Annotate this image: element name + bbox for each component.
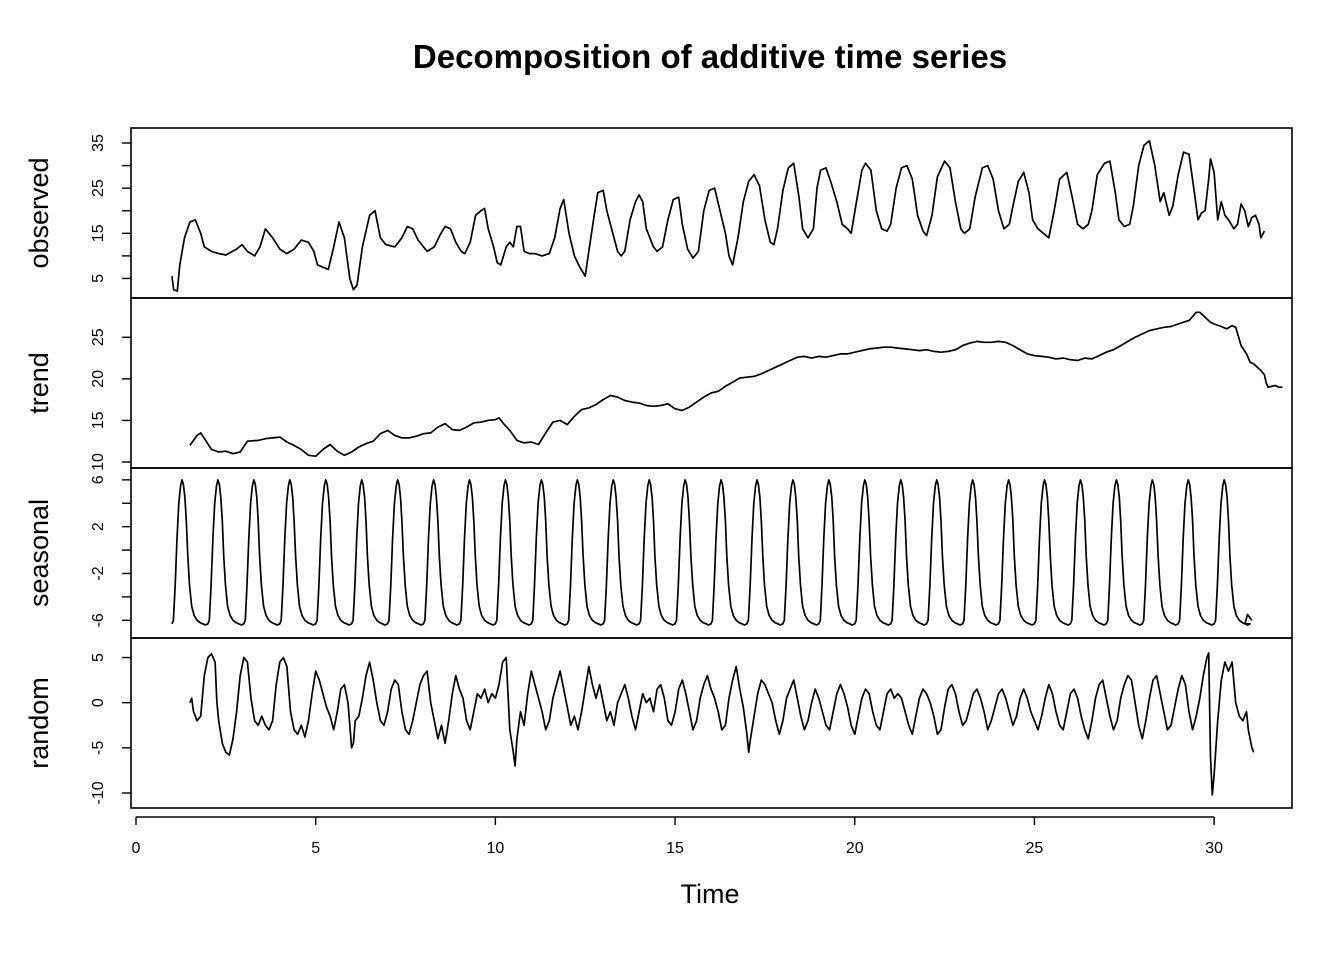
panel-random: -10 -5 0 5 random: [24, 637, 1293, 809]
ytick-label-seasonal-2: -2: [90, 566, 107, 580]
ylabel-seasonal: seasonal: [24, 499, 54, 607]
ytick-label-trend-3: 25: [90, 328, 107, 346]
panel-seasonal: -6 -2 2 6 seasonal: [24, 467, 1293, 639]
xtick-label-1: 5: [311, 840, 320, 857]
xtick-label-4: 20: [846, 840, 864, 857]
x-axis: 0 5 10 15 20 25 30: [132, 816, 1223, 857]
ytick-label-trend-2: 20: [90, 370, 107, 388]
series-line-random: [189, 652, 1255, 796]
ytick-label-observed-6: 35: [90, 134, 107, 152]
ylabel-random: random: [24, 677, 54, 769]
ytick-label-seasonal-4: 2: [90, 522, 107, 531]
xtick-label-2: 10: [486, 840, 504, 857]
ylabel-observed: observed: [24, 157, 54, 268]
series-line-seasonal: [171, 479, 1253, 626]
panel-frame-trend: [130, 297, 1293, 469]
ytick-label-seasonal-0: -6: [90, 613, 107, 627]
ytick-label-trend-1: 15: [90, 411, 107, 429]
series-line-observed: [171, 139, 1266, 292]
xtick-label-0: 0: [132, 840, 141, 857]
ylabel-trend: trend: [24, 352, 54, 414]
panel-trend: 10 15 20 25 trend: [24, 297, 1293, 471]
panel-frame-random: [130, 637, 1293, 809]
xtick-label-3: 15: [666, 840, 684, 857]
ytick-label-random-1: -5: [90, 741, 107, 755]
ytick-label-random-3: 5: [90, 653, 107, 662]
panels: 5 15 25 35 observed 10 15 20 25 trend -6 -2 2 6 season…: [24, 127, 1293, 809]
ytick-label-observed-0: 5: [90, 274, 107, 283]
panel-frame-seasonal: [130, 467, 1293, 639]
ytick-label-seasonal-6: 6: [90, 475, 107, 484]
panel-observed: 5 15 25 35 observed: [24, 127, 1293, 299]
xtick-label-6: 30: [1205, 840, 1223, 857]
ytick-label-observed-2: 15: [90, 224, 107, 242]
ytick-label-observed-4: 25: [90, 179, 107, 197]
series-line-trend: [189, 311, 1283, 458]
xtick-label-5: 25: [1026, 840, 1044, 857]
ytick-label-random-2: 0: [90, 698, 107, 707]
x-axis-label: Time: [681, 879, 740, 909]
ytick-label-trend-0: 10: [90, 453, 107, 471]
ytick-label-random-0: -10: [90, 781, 107, 804]
chart-title: Decomposition of additive time series: [413, 38, 1007, 75]
